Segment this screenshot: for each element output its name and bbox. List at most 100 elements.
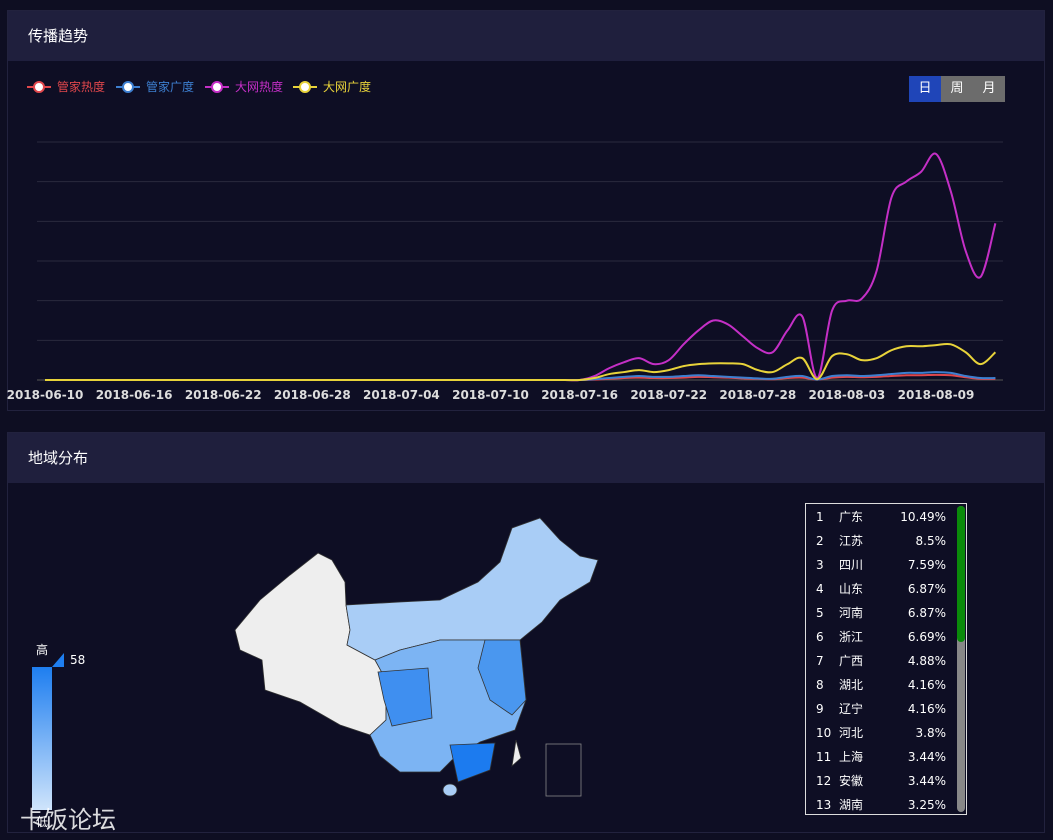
x-tick-label: 2018-06-22: [185, 388, 262, 402]
rank: 5: [816, 606, 824, 620]
visual-map-bar: [32, 667, 52, 810]
ranking-row: 2 江苏 8.5%: [806, 529, 956, 553]
ranking-row: 13 湖南 3.25%: [806, 793, 956, 814]
province: 河北: [839, 726, 864, 740]
share: 4.16%: [907, 702, 946, 716]
ranking-row: 3 四川 7.59%: [806, 553, 956, 577]
scrollbar[interactable]: [957, 506, 965, 812]
x-tick-label: 2018-07-04: [363, 388, 440, 402]
share: 4.88%: [907, 654, 946, 668]
x-tick-label: 2018-07-22: [630, 388, 707, 402]
share: 6.69%: [907, 630, 946, 644]
series-line: [44, 342, 997, 382]
legend-marker: [122, 81, 134, 93]
map-region: [511, 739, 522, 768]
x-tick-label: 2018-07-16: [541, 388, 618, 402]
rank: 1: [816, 510, 824, 524]
province: 辽宁: [839, 702, 864, 716]
share: 3.44%: [907, 750, 946, 764]
map-region: [345, 517, 599, 661]
share: 10.49%: [900, 510, 946, 524]
province: 湖南: [839, 798, 864, 812]
ranking-row: 5 河南 6.87%: [806, 601, 956, 625]
rank: 7: [816, 654, 824, 668]
legend-label: 管家热度: [57, 79, 105, 94]
legend-high: 高: [36, 642, 48, 657]
x-tick-label: 2018-08-03: [809, 388, 886, 402]
share: 3.8%: [915, 726, 947, 740]
share: 3.25%: [907, 798, 946, 812]
legend-item: 管家热度: [27, 79, 105, 94]
panel-title: 地域分布: [8, 433, 1044, 483]
ranking-row: 6 浙江 6.69%: [806, 625, 956, 649]
share: 7.59%: [907, 558, 946, 572]
period-button[interactable]: 月: [973, 76, 1005, 102]
series-line: [44, 371, 996, 382]
share: 6.87%: [907, 606, 946, 620]
province: 广东: [839, 510, 864, 524]
province: 安徽: [839, 774, 864, 788]
x-tick-label: 2018-06-28: [274, 388, 351, 402]
legend-max: 58: [70, 653, 85, 667]
ranking-row: 1 广东 10.49%: [806, 505, 956, 529]
x-tick-label: 2018-07-10: [452, 388, 529, 402]
share: 4.16%: [907, 678, 946, 692]
legend-marker: [33, 81, 45, 93]
map-inset: [545, 743, 582, 797]
legend-low: 低: [36, 815, 48, 829]
watermark: 卡饭论坛: [20, 806, 116, 834]
ranking-row: 7 广西 4.88%: [806, 649, 956, 673]
ranking-row: 10 河北 3.8%: [806, 721, 956, 745]
legend-marker: [211, 81, 223, 93]
ranking-list: 1 广东 10.49% 2 江苏 8.5% 3 四川 7.59% 4 山东 6.87% 5 河南 6.87%…: [805, 503, 967, 815]
rank: 2: [816, 534, 824, 548]
rank: 6: [816, 630, 824, 644]
period-buttons: 日 周 月: [909, 76, 1005, 102]
share: 8.5%: [915, 534, 947, 548]
x-tick-label: 2018-08-09: [898, 388, 975, 402]
ranking-row: 4 山东 6.87%: [806, 577, 956, 601]
rank: 12: [816, 774, 832, 788]
rank: 3: [816, 558, 824, 572]
region-panel: 地域分布: [7, 432, 1045, 833]
province: 广西: [839, 654, 864, 668]
province: 湖北: [839, 678, 864, 692]
ranking-row: 11 上海 3.44%: [806, 745, 956, 769]
legend-label: 管家广度: [146, 79, 194, 94]
period-button[interactable]: 周: [941, 76, 973, 102]
legend-item: 大网热度: [205, 79, 283, 94]
visual-map-handle: [52, 653, 64, 667]
rank: 10: [816, 726, 832, 740]
map: [234, 517, 599, 797]
x-tick-label: 2018-07-28: [719, 388, 796, 402]
province: 山东: [839, 582, 864, 596]
trend-panel: 传播趋势: [7, 10, 1045, 411]
province: 河南: [839, 606, 864, 620]
scrollbar-thumb[interactable]: [957, 506, 965, 642]
legend-item: 管家广度: [116, 79, 194, 94]
map-region: [449, 742, 496, 783]
rank: 8: [816, 678, 824, 692]
province: 江苏: [839, 534, 864, 548]
map-region: [442, 783, 458, 797]
period-button[interactable]: 日: [909, 76, 941, 102]
province: 上海: [839, 750, 864, 764]
rank: 4: [816, 582, 824, 596]
ranking-row: 8 湖北 4.16%: [806, 673, 956, 697]
rank: 9: [816, 702, 824, 716]
province: 四川: [839, 558, 864, 572]
share: 6.87%: [907, 582, 946, 596]
rank: 13: [816, 798, 832, 812]
legend-item: 大网广度: [293, 79, 371, 94]
legend-marker: [299, 81, 311, 93]
series-line: [44, 152, 997, 382]
x-tick-label: 2018-06-10: [7, 388, 84, 402]
ranking-row: 12 安徽 3.44%: [806, 769, 956, 793]
province: 浙江: [839, 630, 864, 644]
x-tick-label: 2018-06-16: [96, 388, 173, 402]
ranking-row: 9 辽宁 4.16%: [806, 697, 956, 721]
panel-title: 传播趋势: [8, 11, 1044, 61]
share: 3.44%: [907, 774, 946, 788]
